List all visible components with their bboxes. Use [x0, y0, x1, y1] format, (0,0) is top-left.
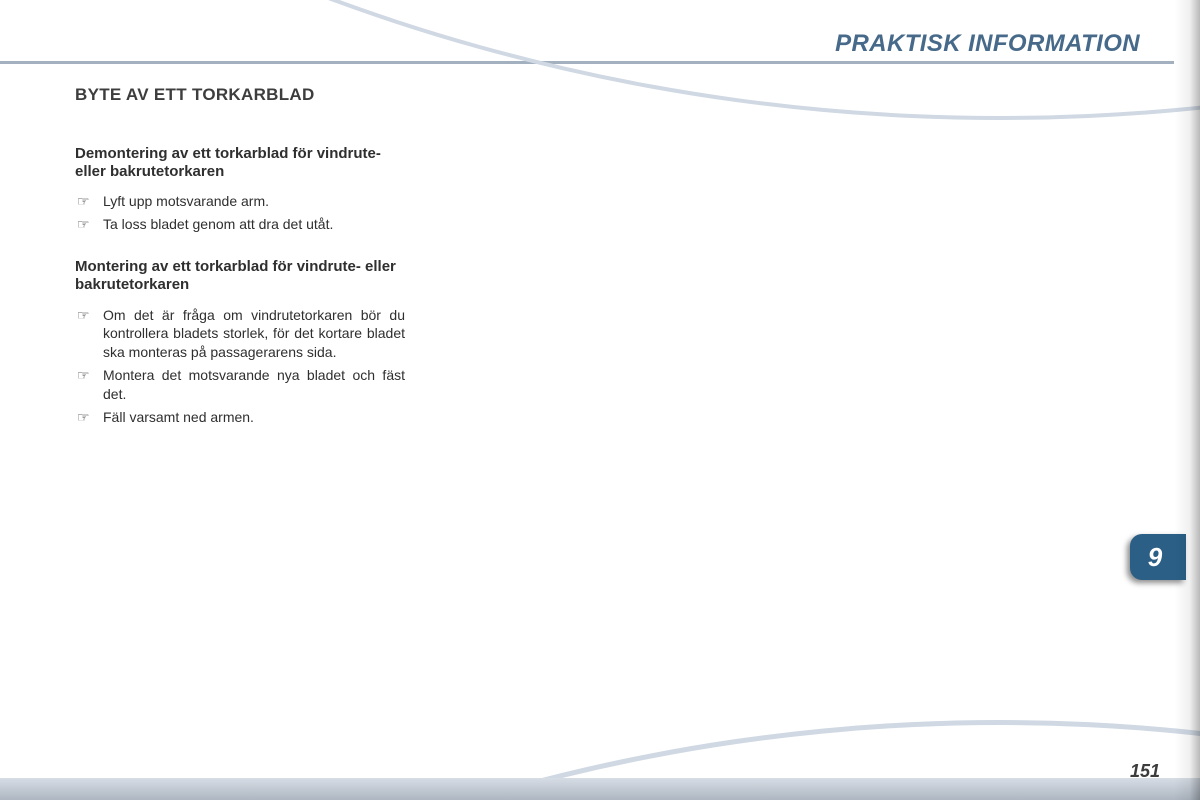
step-item: Montera det motsvarande nya bladet och f… [75, 366, 405, 404]
steps-list-1: Lyft upp motsvarande arm. Ta loss bladet… [75, 192, 405, 234]
steps-list-2: Om det är fråga om vindrutetorkaren bör … [75, 306, 405, 427]
chapter-number: 9 [1148, 542, 1162, 573]
footer-band [0, 778, 1200, 800]
page-number: 151 [1130, 761, 1160, 782]
content-column: Demontering av ett torkarblad för vindru… [75, 145, 405, 451]
subheading-2: Montering av ett torkarblad för vindrute… [75, 258, 405, 293]
step-item: Ta loss bladet genom att dra det utåt. [75, 215, 405, 234]
section-header: PRAKTISK INFORMATION [835, 30, 1140, 58]
step-item: Fäll varsamt ned armen. [75, 408, 405, 427]
page-edge-shadow [1174, 0, 1200, 800]
step-item: Lyft upp motsvarande arm. [75, 192, 405, 211]
step-item: Om det är fråga om vindrutetorkaren bör … [75, 306, 405, 363]
page-title: BYTE AV ETT TORKARBLAD [75, 85, 315, 105]
subheading-1: Demontering av ett torkarblad för vindru… [75, 145, 405, 180]
header-rule [0, 61, 1200, 79]
